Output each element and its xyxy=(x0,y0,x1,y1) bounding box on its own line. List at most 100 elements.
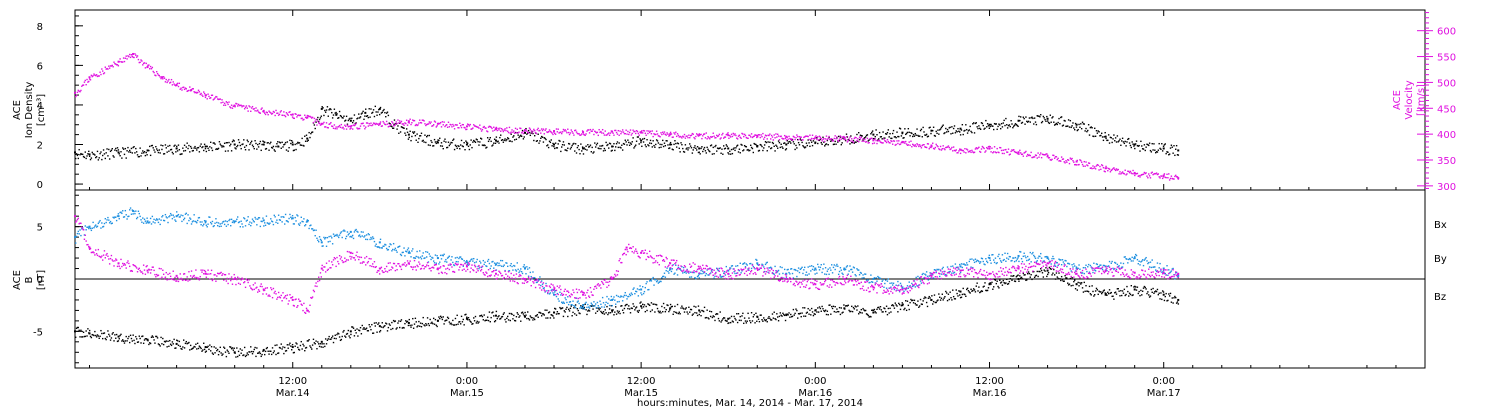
series-bx-dot xyxy=(451,323,453,326)
ion-density-series-dot xyxy=(400,126,403,128)
velocity-series-dot xyxy=(338,124,341,127)
velocity-series-dot xyxy=(507,131,510,134)
series-bx-dot xyxy=(830,313,832,315)
series-bx-dot xyxy=(102,332,105,335)
velocity-series-point xyxy=(698,134,701,137)
ion-density-series-dot xyxy=(468,148,471,151)
series-bx-dot xyxy=(264,353,266,356)
velocity-series-dot xyxy=(1000,149,1003,152)
series-bx-dot xyxy=(568,310,571,312)
ion-density-series-dot xyxy=(313,124,316,126)
ion-density-series-dot xyxy=(875,129,877,131)
ion-density-series-dot xyxy=(365,115,368,117)
velocity-series-point xyxy=(132,52,135,55)
ion-density-series-point xyxy=(204,145,207,148)
series-by-dot xyxy=(617,295,620,298)
ion-density-series-dot xyxy=(587,144,589,146)
series-bx-dot xyxy=(106,336,108,338)
velocity-series-dot xyxy=(1053,157,1056,159)
series-by-dot xyxy=(479,260,481,262)
series-bx-dot xyxy=(831,305,833,308)
series-by-dot xyxy=(727,269,729,272)
velocity-series-dot xyxy=(496,129,498,132)
series-by-dot xyxy=(83,234,86,236)
velocity-series-dot xyxy=(513,130,515,132)
series-by-dot xyxy=(494,264,497,266)
ion-density-series-dot xyxy=(404,132,406,134)
ion-density-series-dot xyxy=(135,151,138,153)
series-bx-dot xyxy=(565,308,567,310)
velocity-series-dot xyxy=(507,130,509,132)
y-tick-label-density: 4 xyxy=(37,101,43,112)
series-bx-dot xyxy=(740,319,742,322)
series-by-dot xyxy=(634,292,636,295)
series-by-point xyxy=(698,272,701,275)
velocity-series-dot xyxy=(954,150,957,152)
velocity-series-dot xyxy=(873,142,876,144)
y-tick-label-velocity: 450 xyxy=(1437,104,1456,115)
ion-density-series-dot xyxy=(310,132,312,135)
series-bx-dot xyxy=(364,328,366,330)
velocity-series-dot xyxy=(608,132,610,134)
series-by-dot xyxy=(257,218,259,220)
ion-density-series-dot xyxy=(392,127,395,129)
series-bx-dot xyxy=(402,326,404,329)
series-bx-dot xyxy=(287,347,289,349)
velocity-series-dot xyxy=(729,135,731,137)
velocity-series-dot xyxy=(1140,174,1142,177)
series-bx-dot xyxy=(488,311,491,313)
velocity-series-dot xyxy=(213,98,215,100)
series-bx-dot xyxy=(1095,287,1098,290)
ion-density-series-dot xyxy=(406,131,409,133)
ion-density-series-dot xyxy=(172,153,174,155)
series-by-dot xyxy=(541,283,544,285)
velocity-series-dot xyxy=(361,122,363,125)
series-bx-dot xyxy=(1174,295,1176,298)
ion-density-series-dot xyxy=(351,117,353,119)
ion-density-series-point xyxy=(407,133,410,136)
velocity-series-dot xyxy=(789,137,791,140)
velocity-series-dot xyxy=(1174,175,1176,178)
ion-density-series-dot xyxy=(965,124,967,126)
ion-density-series-dot xyxy=(136,154,139,156)
ion-density-series-dot xyxy=(621,149,624,151)
series-bx-dot xyxy=(735,319,737,321)
ion-density-series-dot xyxy=(158,149,161,151)
series-by-dot xyxy=(181,220,183,223)
velocity-series-dot xyxy=(1076,159,1079,162)
ion-density-series-dot xyxy=(129,151,132,153)
series-bx-dot xyxy=(526,317,528,320)
ion-density-series-dot xyxy=(87,153,89,155)
velocity-series-dot xyxy=(231,107,234,109)
ion-density-series-dot xyxy=(811,144,814,147)
series-by-dot xyxy=(557,298,559,300)
series-bx-dot xyxy=(428,324,431,327)
ion-density-series-dot xyxy=(775,144,777,146)
series-bx-dot xyxy=(845,305,848,307)
series-bx-dot xyxy=(797,317,799,319)
ion-density-series-dot xyxy=(588,146,590,148)
series-bx-dot xyxy=(133,339,135,342)
velocity-series-dot xyxy=(472,127,474,129)
velocity-series-dot xyxy=(500,127,503,130)
ion-density-series-dot xyxy=(665,140,667,142)
velocity-series-dot xyxy=(460,126,463,129)
left-axis-title-top: [cm⁻³] xyxy=(36,94,47,126)
series-by-dot xyxy=(294,216,296,219)
series-bx-dot xyxy=(502,313,505,315)
series-bx-dot xyxy=(621,309,624,311)
velocity-series-dot xyxy=(324,126,326,128)
velocity-series-dot xyxy=(513,132,516,134)
series-by-dot xyxy=(616,301,619,303)
series-by-dot xyxy=(195,220,197,223)
velocity-series-dot xyxy=(455,124,458,126)
ion-density-series-dot xyxy=(1148,142,1151,144)
velocity-series-dot xyxy=(924,146,926,148)
velocity-series-dot xyxy=(376,123,378,125)
series-by-dot xyxy=(355,228,357,231)
velocity-series-dot xyxy=(1015,151,1018,154)
velocity-series-dot xyxy=(95,74,97,77)
ion-density-series-dot xyxy=(644,144,647,146)
ion-density-series-dot xyxy=(763,147,765,149)
series-bx-dot xyxy=(341,335,343,338)
